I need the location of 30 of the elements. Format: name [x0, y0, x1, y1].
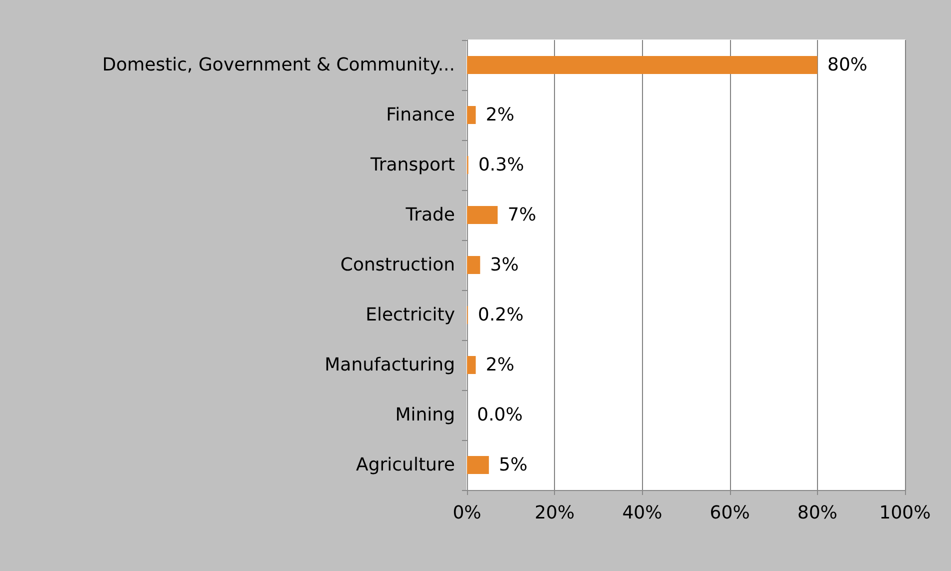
data-label: 0.0%: [477, 404, 523, 426]
data-label: 3%: [490, 254, 519, 276]
y-tick-label: Finance: [386, 104, 455, 126]
data-label: 0.2%: [478, 304, 524, 326]
y-tick-label: Trade: [404, 204, 455, 226]
x-tick-label: 60%: [710, 502, 750, 524]
y-tick-label: Construction: [340, 254, 455, 276]
bar: [467, 356, 476, 374]
data-label: 80%: [827, 54, 868, 76]
bar: [467, 206, 498, 224]
x-tick-label: 80%: [797, 502, 838, 524]
data-label: 2%: [486, 104, 514, 126]
y-tick-label: Manufacturing: [324, 354, 455, 376]
bar: [467, 456, 489, 474]
bar: [467, 56, 818, 74]
data-label: 5%: [498, 454, 528, 476]
data-label: 7%: [508, 204, 536, 226]
y-tick-label: Mining: [395, 404, 455, 426]
x-tick-label: 0%: [452, 502, 482, 524]
x-tick-label: 100%: [879, 502, 931, 524]
bar: [467, 106, 476, 124]
y-tick-label: Transport: [370, 154, 455, 176]
data-label: 2%: [486, 354, 514, 376]
bar: [467, 256, 480, 274]
x-tick-label: 20%: [534, 502, 575, 524]
y-tick-label: Electricity: [366, 304, 456, 326]
x-tick-label: 40%: [622, 502, 662, 524]
y-tick-label: Agriculture: [356, 454, 455, 476]
data-label: 0.3%: [478, 154, 524, 176]
y-tick-label: Domestic, Government & Community...: [102, 54, 455, 76]
